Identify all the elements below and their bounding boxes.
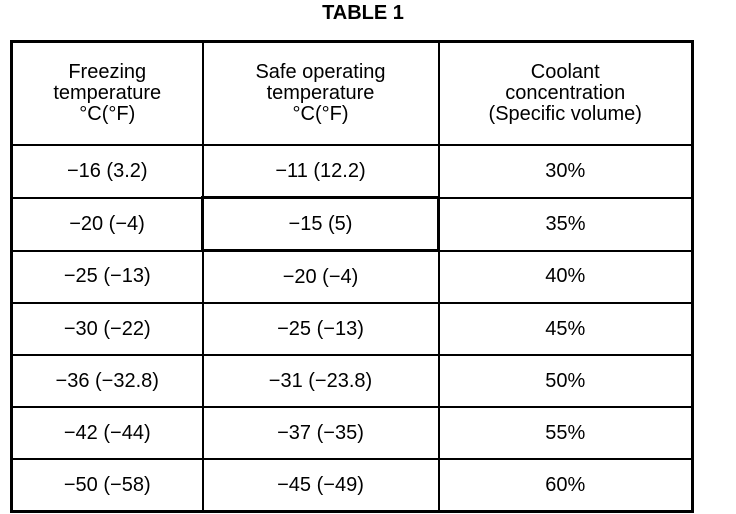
table-body: −16 (3.2) −11 (12.2) 30% −20 (−4) −15 (5) 35%… — [10, 144, 694, 513]
table-row: −42 (−44) −37 (−35) 55% — [10, 406, 694, 460]
table-cell: −31 (−23.8) — [201, 354, 440, 408]
table-cell: −11 (12.2) — [201, 144, 440, 199]
table-row: −20 (−4) −15 (5) 35% — [10, 196, 694, 252]
header-line: temperature — [53, 82, 162, 104]
header-line: Coolant — [530, 61, 600, 83]
table-row: −30 (−22) −25 (−13) 45% — [10, 302, 694, 356]
table-cell: −20 (−4) — [201, 249, 440, 304]
header-line: Safe operating — [255, 61, 386, 83]
header-line: Freezing — [68, 61, 147, 83]
table-cell: 30% — [437, 144, 694, 199]
header-line: °C(°F) — [79, 103, 136, 125]
coolant-table: Freezing temperature °C(°F) Safe operating t… — [10, 40, 694, 513]
table-cell: −25 (−13) — [201, 302, 440, 356]
table-row: −16 (3.2) −11 (12.2) 30% — [10, 144, 694, 199]
table-cell: −25 (−13) — [10, 249, 204, 304]
header-cell: Safe operating temperature °C(°F) — [201, 40, 440, 146]
header-line: temperature — [266, 82, 375, 104]
table-cell: 55% — [437, 406, 694, 460]
header-cell: Coolant concentration (Specific volume) — [437, 40, 694, 146]
table-cell: −45 (−49) — [201, 458, 440, 513]
table-cell: −15 (5) — [201, 196, 440, 252]
table-cell: −30 (−22) — [10, 302, 204, 356]
table-cell: 50% — [437, 354, 694, 408]
table-cell: −50 (−58) — [10, 458, 204, 513]
table-cell: −42 (−44) — [10, 406, 204, 460]
header-line: °C(°F) — [292, 103, 349, 125]
table-cell: −36 (−32.8) — [10, 354, 204, 408]
header-row: Freezing temperature °C(°F) Safe operating t… — [10, 40, 694, 146]
table-cell: −20 (−4) — [10, 196, 204, 252]
table-row: −25 (−13) −20 (−4) 40% — [10, 249, 694, 304]
table-row: −36 (−32.8) −31 (−23.8) 50% — [10, 354, 694, 408]
table-title: TABLE 1 — [322, 2, 404, 24]
table-cell: 45% — [437, 302, 694, 356]
table-cell: 35% — [437, 196, 694, 252]
header-line: concentration — [505, 82, 626, 104]
table-cell: −37 (−35) — [201, 406, 440, 460]
table-cell: −16 (3.2) — [10, 144, 204, 199]
table-cell: 40% — [437, 249, 694, 304]
header-line: (Specific volume) — [488, 103, 642, 125]
table-row: −50 (−58) −45 (−49) 60% — [10, 458, 694, 513]
header-cell: Freezing temperature °C(°F) — [10, 40, 204, 146]
table-cell: 60% — [437, 458, 694, 513]
